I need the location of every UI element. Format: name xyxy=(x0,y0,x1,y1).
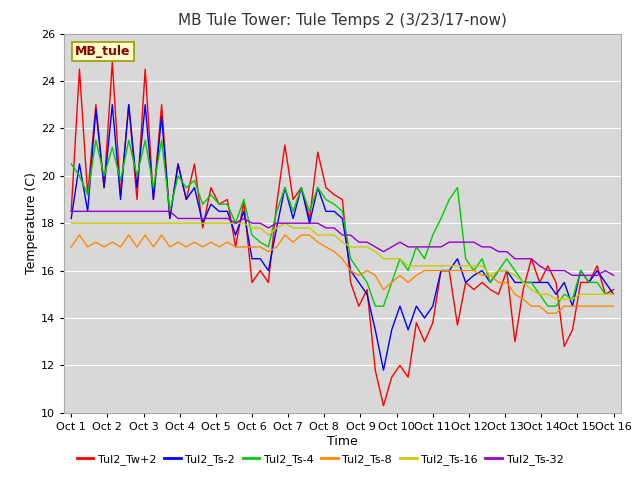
Title: MB Tule Tower: Tule Temps 2 (3/23/17-now): MB Tule Tower: Tule Temps 2 (3/23/17-now… xyxy=(178,13,507,28)
Text: MB_tule: MB_tule xyxy=(75,45,131,58)
X-axis label: Time: Time xyxy=(327,434,358,448)
Legend: Tul2_Tw+2, Tul2_Ts-2, Tul2_Ts-4, Tul2_Ts-8, Tul2_Ts-16, Tul2_Ts-32: Tul2_Tw+2, Tul2_Ts-2, Tul2_Ts-4, Tul2_Ts… xyxy=(72,450,568,469)
Y-axis label: Temperature (C): Temperature (C) xyxy=(25,172,38,274)
